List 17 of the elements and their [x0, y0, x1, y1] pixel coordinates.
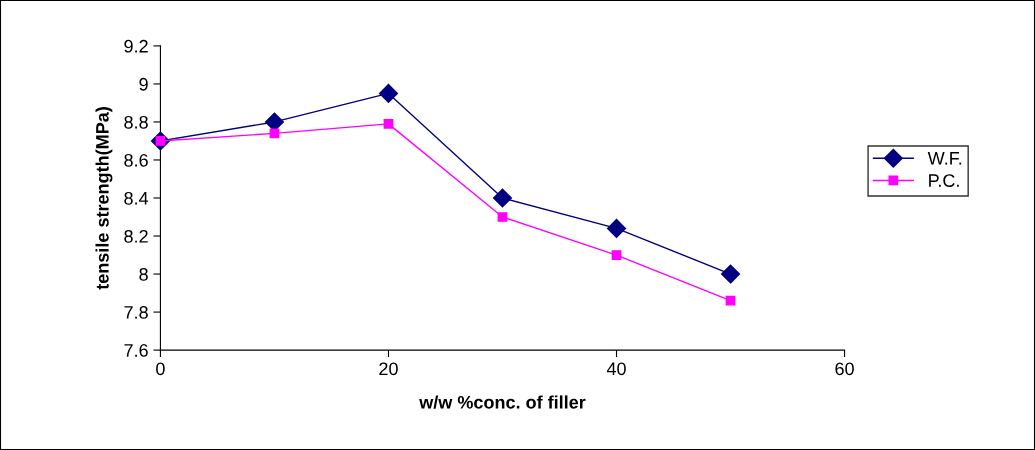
y-tick-label: 8	[139, 267, 148, 281]
legend-label: P.C.	[929, 174, 959, 187]
y-tick-label: 8.4	[124, 191, 149, 205]
legend-label: W.F.	[927, 152, 962, 165]
y-tick-label: 9.2	[124, 39, 148, 53]
y-tick-label: 8.2	[124, 229, 148, 243]
y-tick-label: 8.6	[124, 153, 148, 167]
x-tick-label: 60	[835, 362, 854, 376]
x-tick-label: 20	[379, 362, 398, 376]
x-axis-title: w/w %conc. of filler	[419, 395, 586, 409]
y-tick-label: 7.8	[124, 306, 148, 319]
y-tick-label: 8.8	[124, 115, 148, 129]
x-tick-label: 0	[156, 362, 165, 376]
y-tick-label: 7.6	[124, 344, 148, 357]
x-tick-label: 40	[606, 362, 626, 376]
y-axis-title: tensile strength(MPa)	[95, 107, 113, 290]
y-tick-label: 9	[139, 77, 148, 91]
